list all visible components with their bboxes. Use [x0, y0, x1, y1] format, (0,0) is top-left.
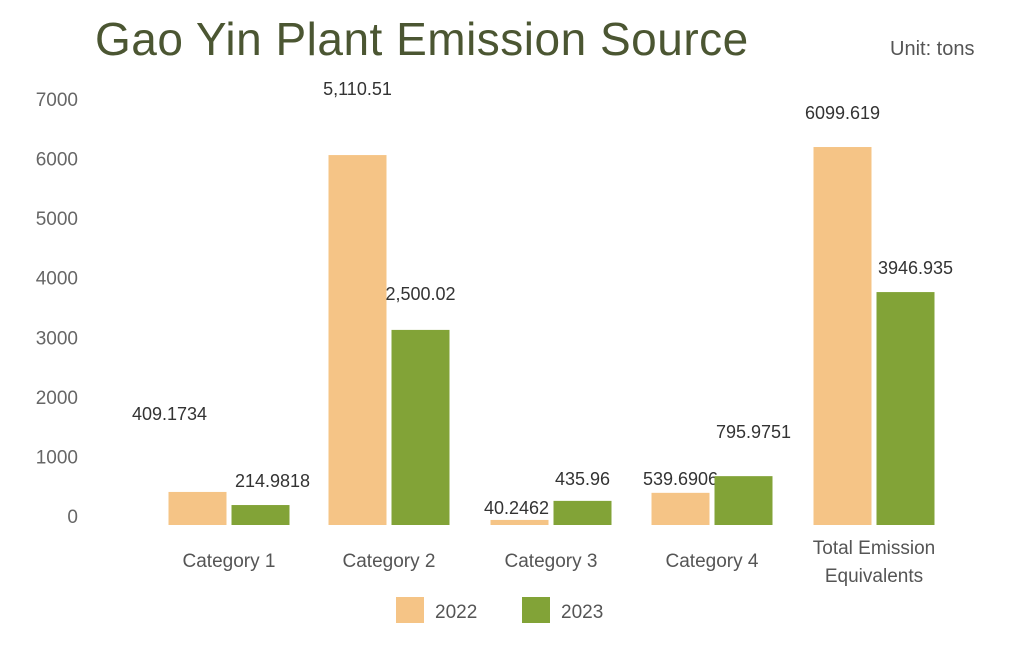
y-tick-label: 5000: [36, 209, 78, 230]
data-label: 409.1734: [132, 404, 207, 424]
bar-2022-5: [813, 147, 872, 525]
x-category-label: Category 2: [343, 551, 436, 572]
x-category-label: Equivalents: [825, 566, 923, 587]
bar-2023-1: [231, 505, 290, 525]
y-tick-label: 2000: [36, 388, 78, 409]
y-tick-label: 3000: [36, 328, 78, 349]
chart-title: Gao Yin Plant Emission Source: [95, 13, 749, 65]
legend-label: 2022: [435, 602, 477, 623]
y-tick-label: 6000: [36, 150, 78, 171]
unit-label: Unit: tons: [890, 38, 975, 60]
legend-swatch-2022: [396, 597, 424, 623]
y-tick-label: 0: [67, 507, 78, 528]
bar-2023-5: [876, 292, 935, 525]
legend-swatch-2023: [522, 597, 550, 623]
x-category-label: Category 3: [505, 551, 598, 572]
y-tick-label: 1000: [36, 447, 78, 468]
data-label: 40.2462: [484, 498, 549, 518]
bar-2022-4: [651, 492, 710, 525]
bar-2023-3: [553, 500, 612, 525]
bar-2022-1: [168, 491, 227, 525]
data-label: 435.96: [555, 469, 610, 489]
bar-2022-2: [328, 155, 387, 525]
data-label: 6099.619: [805, 103, 880, 123]
data-label: 2,500.02: [385, 284, 455, 304]
data-label: 795.9751: [716, 422, 791, 442]
y-tick-label: 4000: [36, 269, 78, 290]
data-label: 3946.935: [878, 258, 953, 278]
x-category-label: Category 1: [183, 551, 276, 572]
data-label: 5,110.51: [323, 79, 392, 99]
x-category-label: Total Emission: [813, 538, 936, 559]
bar-2023-2: [391, 329, 450, 525]
data-label: 214.9818: [235, 471, 310, 491]
bar-2023-4: [714, 476, 773, 525]
legend-label: 2023: [561, 602, 603, 623]
y-tick-label: 7000: [36, 90, 78, 111]
x-category-label: Category 4: [666, 551, 759, 572]
data-label: 539.6906: [643, 469, 718, 489]
bar-2022-3: [490, 519, 549, 525]
